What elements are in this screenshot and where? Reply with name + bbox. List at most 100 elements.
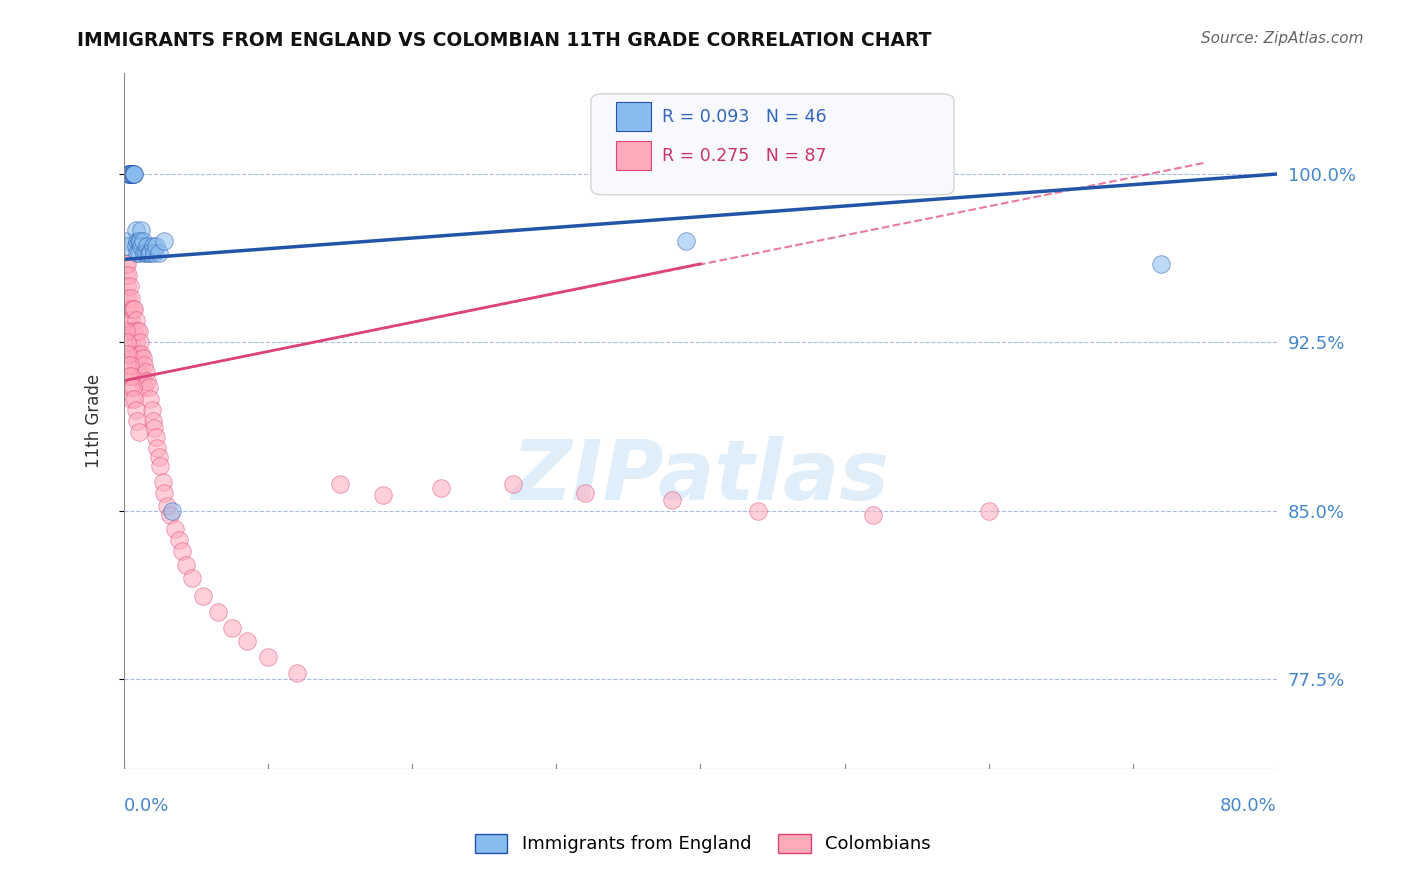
Point [977,504,1000,518]
Point [122,392,145,406]
Point [167,533,190,547]
Point [1150,257,1173,271]
Legend: Immigrants from England, Colombians: Immigrants from England, Colombians [468,827,938,861]
Point [285,665,308,680]
Point [153,486,176,500]
Text: 80.0%: 80.0% [1220,797,1277,815]
Point [142,239,165,253]
Point [675,235,697,249]
Point [114,346,136,360]
Point [180,571,202,585]
Point [136,374,159,388]
Point [121,324,143,338]
Point [862,508,884,523]
Point [148,450,170,464]
Point [122,346,145,360]
Point [207,605,229,619]
Point [134,380,156,394]
Point [135,365,157,379]
Point [115,335,138,350]
Point [114,291,136,305]
Point [163,522,186,536]
Point [128,369,150,384]
Point [121,346,143,360]
Point [120,313,142,327]
FancyBboxPatch shape [616,141,651,170]
Point [502,476,524,491]
Point [129,358,152,372]
Point [120,167,142,181]
Text: IMMIGRANTS FROM ENGLAND VS COLOMBIAN 11TH GRADE CORRELATION CHART: IMMIGRANTS FROM ENGLAND VS COLOMBIAN 11T… [77,31,932,50]
Point [124,358,146,372]
Point [160,504,183,518]
Point [117,313,139,327]
Point [127,245,149,260]
Point [145,239,167,253]
Y-axis label: 11th Grade: 11th Grade [86,374,103,468]
Point [193,589,215,603]
Point [120,369,142,384]
Point [120,167,142,181]
Point [134,358,156,372]
Text: 0.0%: 0.0% [124,797,170,815]
Point [124,239,146,253]
Point [118,167,141,181]
FancyBboxPatch shape [616,102,651,131]
Point [115,239,138,253]
Point [139,392,162,406]
Point [131,223,153,237]
Point [132,235,155,249]
Point [128,245,150,260]
Point [129,335,152,350]
Point [131,239,153,253]
Point [146,441,169,455]
Point [127,346,149,360]
Point [122,167,145,181]
Point [127,235,149,249]
Text: R = 0.275   N = 87: R = 0.275 N = 87 [662,147,827,165]
Point [128,235,150,249]
Point [128,346,150,360]
Point [121,167,143,181]
Point [120,167,142,181]
Point [124,335,146,350]
Point [145,430,167,444]
Point [121,167,143,181]
Point [117,369,139,384]
Point [117,167,139,181]
Point [159,508,181,523]
Point [174,558,197,572]
Point [127,414,149,428]
Point [120,335,142,350]
Point [120,291,142,305]
Point [134,245,156,260]
Point [115,257,138,271]
Point [661,492,683,507]
Point [127,324,149,338]
Point [143,245,166,260]
Point [135,245,157,260]
Point [129,235,152,249]
FancyBboxPatch shape [591,94,955,194]
Point [149,458,172,473]
Point [139,245,162,260]
Point [114,235,136,249]
Point [128,425,150,440]
Point [124,313,146,327]
Text: Source: ZipAtlas.com: Source: ZipAtlas.com [1201,31,1364,46]
Point [132,351,155,366]
Point [235,634,257,648]
Point [117,291,139,305]
Point [121,167,143,181]
Point [117,346,139,360]
Text: R = 0.093   N = 46: R = 0.093 N = 46 [662,108,827,126]
Point [141,402,163,417]
Point [257,649,280,664]
Point [574,486,596,500]
Point [124,402,146,417]
Point [118,380,141,394]
Point [117,167,139,181]
Point [156,500,179,514]
Point [747,504,769,518]
Text: ZIPatlas: ZIPatlas [512,436,890,517]
